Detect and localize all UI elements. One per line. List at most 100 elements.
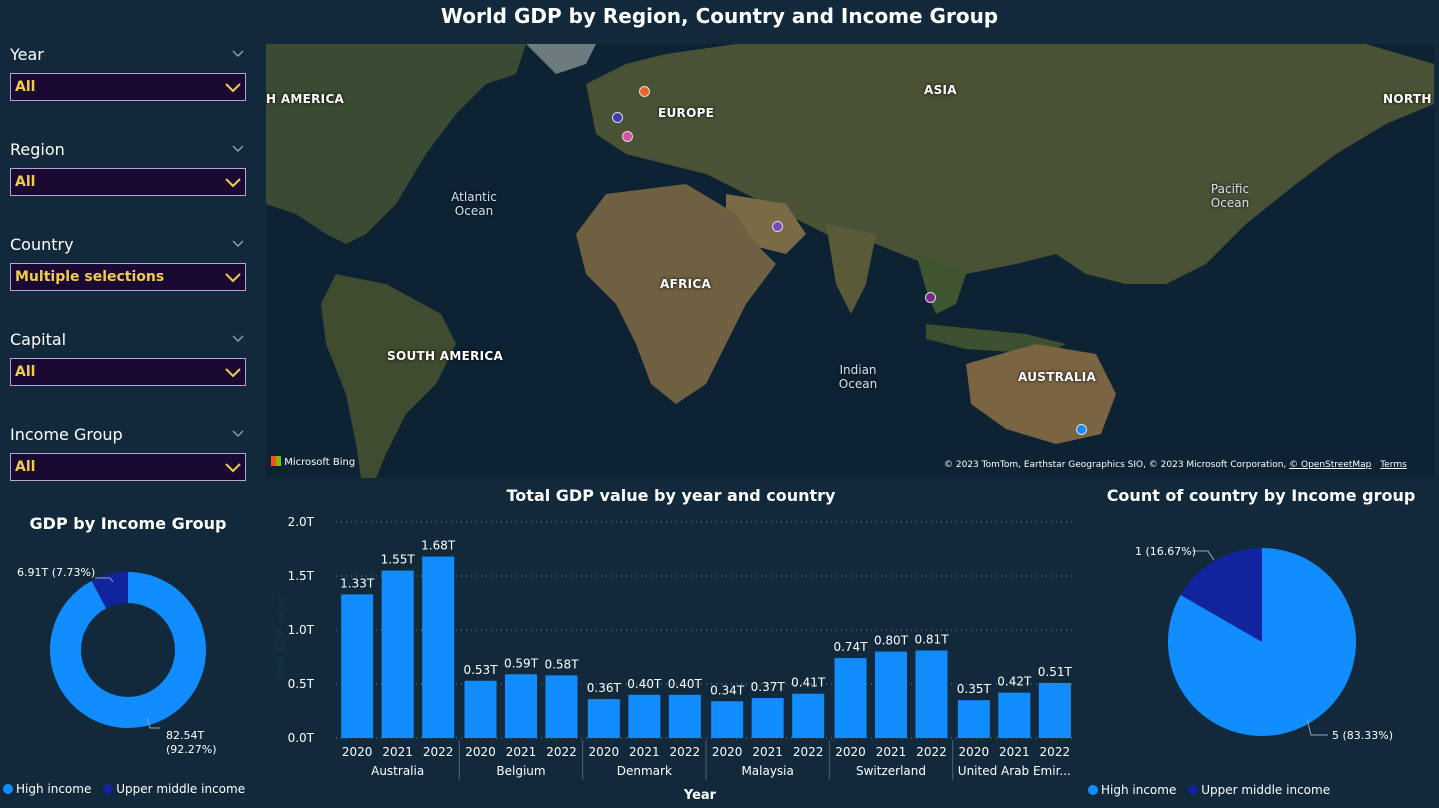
donut-slices [50,572,206,728]
donut-label-high-pct: (92.27%) [166,743,217,756]
donut-legend-upper[interactable]: Upper middle income [103,782,245,796]
bar-xtick-year: 2021 [506,745,537,759]
osm-link[interactable]: © OpenStreetMap [1289,460,1372,470]
bar-united-arab-emir--2020[interactable] [957,700,990,738]
pie-label-upper: 1 (16.67%) [1135,545,1197,558]
bar-united-arab-emir--2021[interactable] [998,692,1031,738]
pie-slice-upper-middle-income[interactable] [1180,548,1262,642]
pie-chart[interactable] [1086,514,1436,774]
slicer-region-value: All [15,174,36,190]
slicer-year: Year All [10,43,250,101]
bar-malaysia-2020[interactable] [711,701,744,738]
slicer-income-group-dropdown[interactable]: All [10,453,246,481]
bar-switzerland-2021[interactable] [875,651,907,738]
bing-logo: Microsoft Bing [271,456,355,468]
bar-xtick-country: Australia [371,764,424,778]
chevron-down-icon [225,463,241,473]
bar-ytick-label: 0.0T [288,731,315,745]
bar-data-label: 0.37T [751,680,786,694]
bar-united-arab-emir--2022[interactable] [1038,682,1071,738]
pie-label-high: 5 (83.33%) [1332,729,1394,742]
bar-data-label: 0.81T [914,633,949,647]
bar-xtick-country: Malaysia [741,764,793,778]
donut-legend-high[interactable]: High income [3,782,91,796]
bar-ytick-label: 0.5T [288,677,315,691]
bar-switzerland-2020[interactable] [834,658,867,738]
donut-leader-high [146,717,160,729]
slicer-region-label: Region [10,140,65,159]
pie-leader-high [1306,718,1328,736]
bar-malaysia-2021[interactable] [751,698,784,738]
donut-chart[interactable] [0,540,256,780]
map-point-australia[interactable] [1076,424,1087,435]
map-label-north: NORTH [1383,92,1432,106]
slicer-region: Region All [10,138,250,196]
bar-xtick-year: 2020 [589,745,620,759]
map-label-atlantic: Atlantic Ocean [451,190,497,218]
bar-belgium-2021[interactable] [505,674,537,738]
bar-xtick-year: 2020 [712,745,743,759]
bar-xtick-country: Belgium [496,764,545,778]
page-title: World GDP by Region, Country and Income … [440,4,999,28]
bar-denmark-2020[interactable] [587,699,620,738]
slicer-year-dropdown[interactable]: All [10,73,246,101]
map-label-europe: EUROPE [658,106,715,120]
pie-legend-upper[interactable]: Upper middle income [1188,783,1330,797]
bar-malaysia-2022[interactable] [792,693,825,738]
chevron-down-icon [225,273,241,283]
slicer-year-collapse-icon[interactable] [232,47,244,59]
map-point-uae[interactable] [772,221,783,232]
slicer-country: Country Multiple selections [10,233,250,291]
bar-belgium-2020[interactable] [464,680,497,738]
map-label-africa: AFRICA [660,277,712,291]
slicer-income-group-collapse-icon[interactable] [232,427,244,439]
bar-xtick-country: Denmark [617,764,672,778]
slicer-capital-dropdown[interactable]: All [10,358,246,386]
donut-slice-high-income[interactable] [50,572,206,728]
bar-belgium-2022[interactable] [545,675,578,738]
world-map[interactable]: H AMERICA EUROPE ASIA NORTH Atlantic Oce… [266,44,1434,478]
donut-slice-upper-middle-income[interactable] [91,572,128,609]
pie-legend-high[interactable]: High income [1088,783,1176,797]
bar-denmark-2021[interactable] [628,694,661,738]
slicer-region-collapse-icon[interactable] [232,142,244,154]
map-label-south-america: SOUTH AMERICA [387,349,504,363]
bar-xtick-year: 2022 [423,745,454,759]
slicer-region-dropdown[interactable]: All [10,168,246,196]
bar-data-label: 0.58T [544,657,579,671]
bar-xtick-year: 2020 [959,745,990,759]
bar-data-label: 0.41T [791,676,826,690]
bar-xtick-year: 2021 [752,745,783,759]
terms-link[interactable]: Terms [1380,460,1407,470]
slicer-country-collapse-icon[interactable] [232,237,244,249]
slicer-income-group-value: All [15,459,36,475]
slicer-year-value: All [15,79,36,95]
bar-australia-2021[interactable] [381,570,414,738]
bar-switzerland-2022[interactable] [915,650,948,738]
slicer-capital-collapse-icon[interactable] [232,332,244,344]
bar-marks: 1.33T 1.55T 1.68T 0.53T 0.59T 0.58T 0.36T 0.40T… [340,539,1073,738]
bar-ytick-label: 1.0T [288,623,315,637]
map-point-malaysia[interactable] [925,292,936,303]
bar-australia-2022[interactable] [422,556,455,738]
bar-denmark-2022[interactable] [668,694,701,738]
bar-xlabel: Year [683,788,717,803]
bar-data-label: 0.35T [957,682,992,696]
bar-xtick-year: 2020 [465,745,496,759]
bar-xtick-year: 2020 [835,745,866,759]
bar-data-label: 0.59T [504,656,539,670]
donut-label-high-value: 82.54T [166,729,205,742]
map-point-switzerland[interactable] [622,131,633,142]
pie-slice-high-income[interactable] [1168,548,1356,736]
map-point-denmark[interactable] [639,86,650,97]
bar-xtick-year: 2022 [1040,745,1071,759]
bar-australia-2020[interactable] [341,594,374,738]
bar-chart[interactable]: 0.0T 0.5T 1.0T 1.5T 2.0T 1.33T 1.55T 1.68T 0.53… [266,506,1086,806]
bar-xtick-year: 2022 [793,745,824,759]
pie-leader-upper [1192,550,1215,561]
map-point-belgium[interactable] [612,112,623,123]
slicer-country-dropdown[interactable]: Multiple selections [10,263,246,291]
bar-data-label: 0.40T [668,677,703,691]
pie-title: Count of country by Income group [1106,486,1416,505]
bar-ytick-label: 1.5T [288,569,315,583]
